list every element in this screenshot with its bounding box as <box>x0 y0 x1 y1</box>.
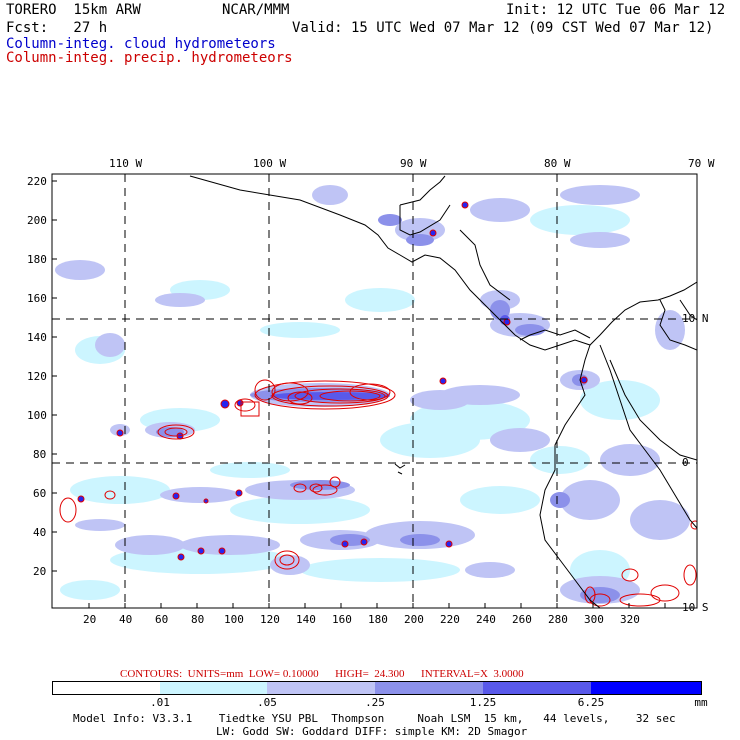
colorbar-swatch-3 <box>375 681 483 695</box>
colorbar-label-2: .25 <box>365 696 385 709</box>
model-info: Model Info: V3.3.1 Tiedtke YSU PBL Thomp… <box>73 712 676 725</box>
init-time: Init: 12 UTC Tue 06 Mar 12 <box>506 2 726 18</box>
lon-label-80w: 80 W <box>544 157 571 170</box>
x-tick-60: 60 <box>155 613 169 626</box>
lat-label-10n: 10 N <box>682 312 709 325</box>
y-tick-100: 100 <box>27 409 47 422</box>
x-tick-260: 260 <box>512 613 532 626</box>
colorbar-label-1: .05 <box>257 696 277 709</box>
x-tick-240: 240 <box>476 613 496 626</box>
physics-info: LW: Godd SW: Goddard DIFF: simple KM: 2D… <box>216 725 528 738</box>
lon-label-110w: 110 W <box>109 157 143 170</box>
y-tick-20: 20 <box>33 565 47 578</box>
x-tick-320: 320 <box>620 613 640 626</box>
org-label: NCAR/MMM <box>222 2 290 18</box>
field-label-precip: Column-integ. precip. hydrometeors <box>6 50 293 66</box>
x-tick-120: 120 <box>260 613 280 626</box>
x-tick-220: 220 <box>440 613 460 626</box>
contour-info: CONTOURS: UNITS=mm LOW= 0.10000 HIGH= 24… <box>120 668 524 680</box>
y-tick-140: 140 <box>27 331 47 344</box>
x-tick-280: 280 <box>548 613 568 626</box>
y-tick-220: 220 <box>27 175 47 188</box>
x-tick-180: 180 <box>368 613 388 626</box>
colorbar-swatch-2 <box>267 681 375 695</box>
colorbar-swatch-1 <box>160 681 267 695</box>
x-tick-40: 40 <box>119 613 133 626</box>
y-tick-60: 60 <box>33 487 47 500</box>
colorbar-label-3: 1.25 <box>469 696 497 709</box>
x-tick-20: 20 <box>83 613 97 626</box>
y-tick-80: 80 <box>33 448 47 461</box>
colorbar-swatch-5 <box>591 681 702 695</box>
cloud-field <box>55 175 697 608</box>
colorbar-label-4: 6.25 <box>577 696 605 709</box>
x-tick-100: 100 <box>224 613 244 626</box>
x-tick-200: 200 <box>404 613 424 626</box>
colorbar-units: mm <box>694 696 708 709</box>
valid-time: Valid: 15 UTC Wed 07 Mar 12 (09 CST Wed … <box>292 20 714 36</box>
colorbar-swatch-0 <box>52 681 160 695</box>
lon-label-90w: 90 W <box>400 157 427 170</box>
colorbar-label-0: .01 <box>150 696 170 709</box>
model-title: TORERO 15km ARW <box>6 2 141 18</box>
x-tick-80: 80 <box>191 613 205 626</box>
lon-label-100w: 100 W <box>253 157 287 170</box>
colorbar-swatch-4 <box>483 681 591 695</box>
x-tick-300: 300 <box>584 613 604 626</box>
lon-label-70w: 70 W <box>688 157 715 170</box>
y-tick-120: 120 <box>27 370 47 383</box>
lat-label-0: 0 <box>682 456 689 469</box>
forecast-hour: Fcst: 27 h <box>6 20 108 36</box>
y-tick-160: 160 <box>27 292 47 305</box>
y-tick-40: 40 <box>33 526 47 539</box>
x-tick-160: 160 <box>332 613 352 626</box>
x-tick-140: 140 <box>296 613 316 626</box>
y-tick-200: 200 <box>27 214 47 227</box>
lat-label-10s: 10 S <box>682 601 709 614</box>
y-tick-180: 180 <box>27 253 47 266</box>
field-label-cloud: Column-integ. cloud hydrometeors <box>6 36 276 52</box>
